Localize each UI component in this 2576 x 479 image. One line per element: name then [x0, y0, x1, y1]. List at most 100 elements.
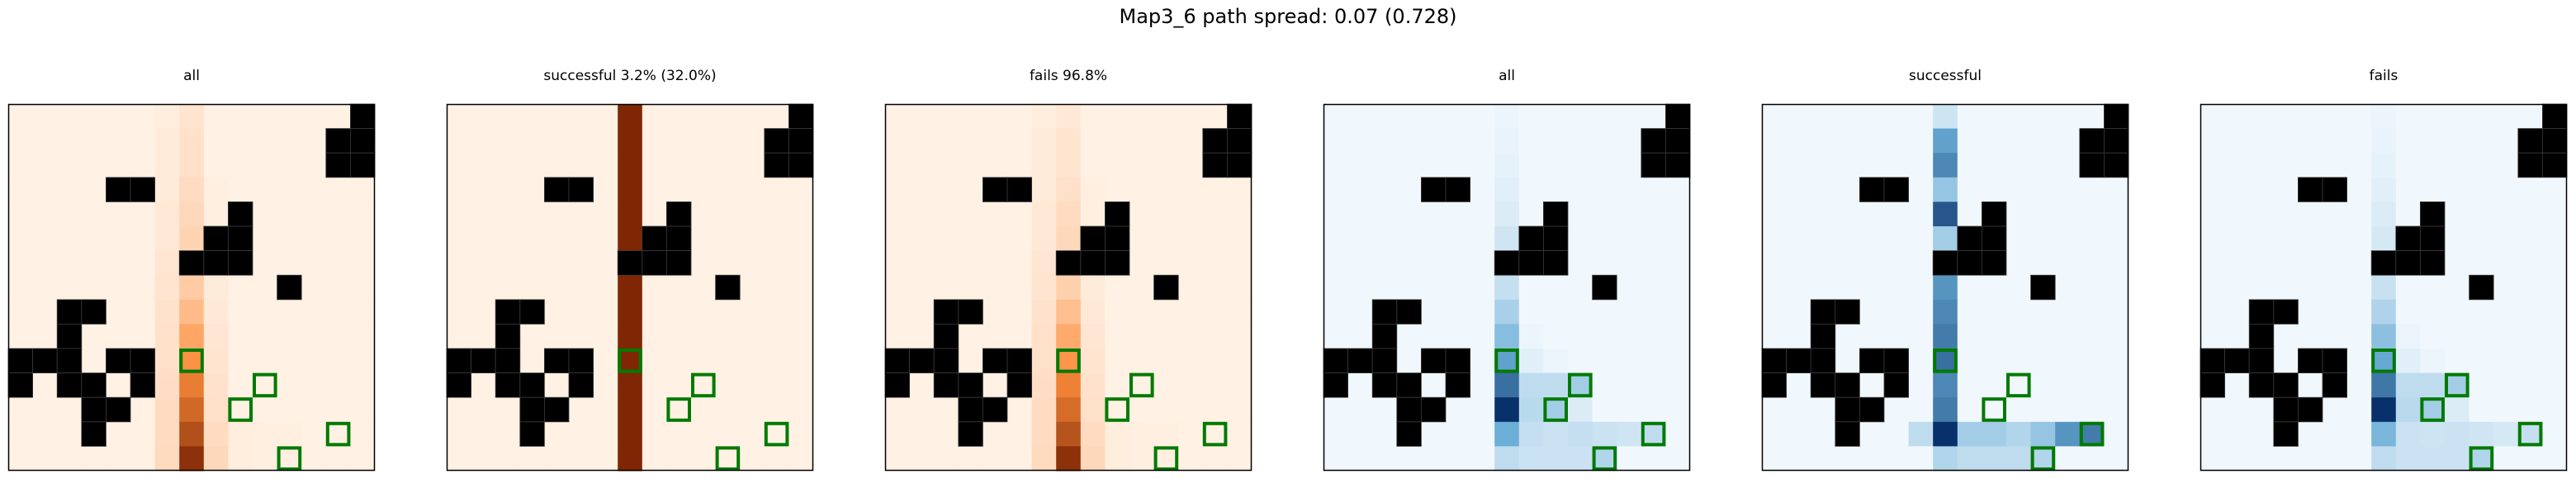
heat-cell — [764, 202, 789, 227]
heat-cell — [2445, 349, 2470, 374]
heat-cell — [2346, 299, 2372, 325]
heat-cell — [447, 275, 472, 301]
heat-cell — [350, 202, 376, 227]
heat-cell — [934, 397, 959, 423]
heat-cell — [301, 446, 327, 472]
heat-cell — [2224, 177, 2250, 202]
heat-cell — [2323, 128, 2348, 154]
heat-cell — [1080, 177, 1106, 202]
heat-cell — [253, 153, 278, 178]
heat-cell — [2493, 299, 2519, 325]
heat-cell — [2030, 177, 2056, 202]
heat-cell — [1494, 104, 1520, 130]
heat-cell — [154, 202, 180, 227]
obstacle-cell — [81, 396, 107, 423]
heat-cell — [909, 226, 935, 252]
heat-cell — [8, 226, 34, 252]
heat-cell — [2104, 177, 2129, 202]
heat-cell — [1031, 177, 1057, 202]
heat-cell — [57, 128, 83, 154]
obstacle-cell — [32, 348, 58, 374]
heat-cell — [1641, 250, 1666, 276]
heat-cell — [1957, 324, 1982, 349]
heat-cell — [1129, 177, 1155, 202]
heat-cell — [1202, 446, 1228, 472]
heat-cell — [2298, 153, 2323, 178]
heat-cell — [1933, 128, 1958, 154]
heat-cell — [1568, 226, 1593, 252]
obstacle-cell — [1006, 348, 1033, 374]
heat-cell — [2323, 104, 2348, 130]
plot-frame — [884, 103, 1252, 472]
heat-cell — [1518, 104, 1544, 130]
heat-cell — [1786, 202, 1811, 227]
heat-cell — [691, 446, 717, 472]
heat-cell — [447, 324, 472, 349]
heat-cell — [1446, 421, 1471, 447]
obstacle-cell — [81, 299, 107, 325]
heat-cell — [1178, 226, 1204, 252]
heat-cell — [154, 104, 180, 130]
heat-cell — [2079, 324, 2105, 349]
heat-cell — [471, 104, 496, 130]
heat-cell — [2445, 202, 2470, 227]
goal-marker — [2420, 397, 2445, 422]
heat-cell — [2517, 324, 2543, 349]
obstacle-cell — [1226, 128, 1252, 154]
heat-cell — [618, 421, 643, 447]
heat-cell — [642, 372, 667, 398]
heat-cell — [569, 275, 594, 301]
heat-cell — [1908, 128, 1934, 154]
heat-cell — [1324, 324, 1349, 349]
obstacle-cell — [2322, 348, 2348, 374]
heat-cell — [1665, 177, 1691, 202]
heat-cell — [1835, 226, 1860, 252]
obstacle-cell — [1883, 177, 1910, 202]
obstacle-cell — [2079, 152, 2105, 178]
obstacle-cell — [617, 250, 643, 276]
heat-cell — [1543, 372, 1569, 398]
obstacle-cell — [2517, 152, 2543, 178]
heat-cell — [715, 250, 741, 276]
heat-cell — [1202, 372, 1228, 398]
heat-cell — [277, 202, 302, 227]
heat-cell — [1568, 177, 1593, 202]
heat-cell — [1543, 153, 1569, 178]
obstacle-cell — [958, 299, 983, 325]
heat-cell — [2371, 153, 2397, 178]
heat-cell — [203, 177, 229, 202]
heat-cell — [519, 202, 545, 227]
heat-cell — [495, 250, 521, 276]
heat-cell — [1031, 446, 1057, 472]
heat-cell — [2055, 372, 2081, 398]
heat-cell — [1786, 397, 1811, 423]
heat-cell — [788, 299, 814, 325]
obstacle-cell — [1932, 250, 1958, 276]
heat-cell — [1007, 153, 1033, 178]
heat-cell — [447, 177, 472, 202]
obstacle-cell — [519, 421, 545, 447]
heat-cell — [2445, 104, 2470, 130]
panel-title-1: all — [183, 68, 200, 84]
heat-cell — [2079, 397, 2105, 423]
heat-cell — [618, 153, 643, 178]
heat-cell — [1007, 250, 1033, 276]
heat-cell — [1592, 397, 1617, 423]
heat-cell — [1347, 446, 1373, 472]
heat-cell — [154, 349, 180, 374]
heat-cell — [1056, 299, 1082, 325]
heat-cell — [179, 202, 205, 227]
heat-cell — [519, 153, 545, 178]
heat-cell — [1982, 397, 2007, 423]
heat-cell — [130, 275, 156, 301]
heat-cell — [2323, 250, 2348, 276]
heat-cell — [1641, 226, 1666, 252]
heat-cell — [1762, 397, 1788, 423]
goal-marker — [2030, 446, 2056, 471]
heat-cell — [2249, 153, 2275, 178]
heat-cell — [1153, 397, 1179, 423]
goal-marker — [1056, 349, 1081, 373]
heat-cell — [934, 104, 959, 130]
heat-cell — [642, 202, 667, 227]
heat-cell — [2346, 202, 2372, 227]
